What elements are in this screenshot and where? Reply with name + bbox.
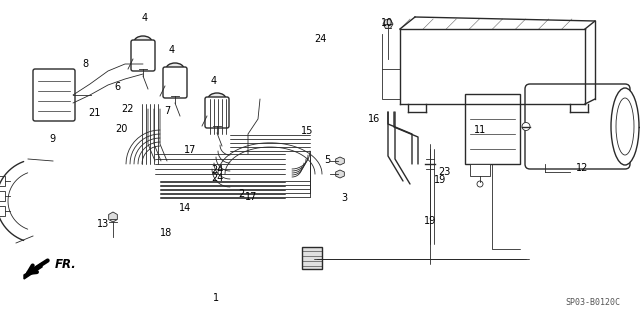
Text: 4: 4 <box>211 76 217 86</box>
FancyBboxPatch shape <box>302 247 322 269</box>
Text: 6: 6 <box>114 82 120 92</box>
FancyBboxPatch shape <box>525 84 630 169</box>
Polygon shape <box>109 212 117 222</box>
Ellipse shape <box>134 36 152 48</box>
Ellipse shape <box>208 93 226 105</box>
Ellipse shape <box>616 98 634 155</box>
Polygon shape <box>383 20 393 28</box>
Text: 2: 2 <box>238 189 244 199</box>
Polygon shape <box>335 170 344 178</box>
Text: 19: 19 <box>434 175 446 185</box>
Ellipse shape <box>611 88 639 165</box>
Text: 24: 24 <box>211 165 223 175</box>
Text: 13: 13 <box>97 219 109 229</box>
FancyBboxPatch shape <box>0 176 5 186</box>
Polygon shape <box>24 263 42 279</box>
FancyBboxPatch shape <box>470 164 490 176</box>
Text: 15: 15 <box>301 126 313 136</box>
Text: 11: 11 <box>474 125 486 135</box>
Text: 7: 7 <box>164 106 170 116</box>
Text: 24: 24 <box>211 173 223 183</box>
FancyBboxPatch shape <box>0 191 5 201</box>
Text: 5: 5 <box>324 155 330 165</box>
Text: 17: 17 <box>245 192 257 202</box>
FancyBboxPatch shape <box>382 69 400 99</box>
FancyBboxPatch shape <box>465 94 520 164</box>
Text: 24: 24 <box>314 34 326 44</box>
Text: 9: 9 <box>49 134 55 144</box>
Text: 8: 8 <box>82 59 88 69</box>
Text: 1: 1 <box>213 293 219 303</box>
Text: 23: 23 <box>438 167 450 177</box>
Text: 4: 4 <box>142 13 148 23</box>
Text: 3: 3 <box>341 193 347 203</box>
Text: 17: 17 <box>184 145 196 155</box>
Text: 20: 20 <box>115 124 127 134</box>
Text: 4: 4 <box>169 45 175 55</box>
Text: 18: 18 <box>160 228 172 238</box>
Text: SP03-B0120C: SP03-B0120C <box>565 298 620 307</box>
Text: 19: 19 <box>424 216 436 226</box>
Text: 10: 10 <box>381 18 393 28</box>
Circle shape <box>477 181 483 187</box>
FancyBboxPatch shape <box>163 67 187 98</box>
Text: 16: 16 <box>368 114 380 124</box>
Circle shape <box>522 122 530 130</box>
Ellipse shape <box>166 63 184 75</box>
FancyBboxPatch shape <box>33 69 75 121</box>
Text: 21: 21 <box>88 108 100 118</box>
Text: 22: 22 <box>122 104 134 114</box>
Polygon shape <box>335 157 344 165</box>
FancyBboxPatch shape <box>0 206 5 216</box>
Text: FR.: FR. <box>55 257 77 271</box>
FancyBboxPatch shape <box>205 97 229 128</box>
Text: 12: 12 <box>576 163 588 173</box>
FancyBboxPatch shape <box>131 40 155 71</box>
Text: 14: 14 <box>179 203 191 213</box>
